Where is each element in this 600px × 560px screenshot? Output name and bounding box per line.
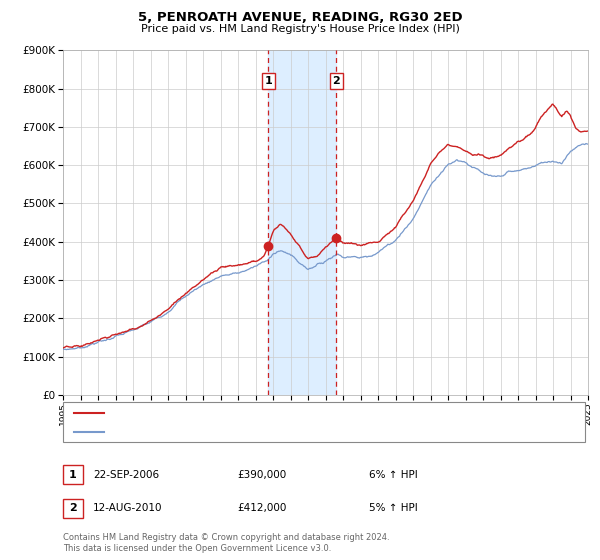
Text: 6% ↑ HPI: 6% ↑ HPI bbox=[369, 470, 418, 480]
Text: £412,000: £412,000 bbox=[237, 503, 286, 514]
Text: 5, PENROATH AVENUE, READING, RG30 2ED: 5, PENROATH AVENUE, READING, RG30 2ED bbox=[137, 11, 463, 24]
Text: 1: 1 bbox=[69, 470, 77, 480]
Text: Price paid vs. HM Land Registry's House Price Index (HPI): Price paid vs. HM Land Registry's House … bbox=[140, 24, 460, 34]
Text: 5% ↑ HPI: 5% ↑ HPI bbox=[369, 503, 418, 514]
Text: 5, PENROATH AVENUE, READING, RG30 2ED (detached house): 5, PENROATH AVENUE, READING, RG30 2ED (d… bbox=[110, 408, 420, 418]
Text: 2: 2 bbox=[69, 503, 77, 514]
Text: HPI: Average price, detached house, Reading: HPI: Average price, detached house, Read… bbox=[110, 427, 335, 436]
Text: 1: 1 bbox=[265, 76, 272, 86]
Text: This data is licensed under the Open Government Licence v3.0.: This data is licensed under the Open Gov… bbox=[63, 544, 331, 553]
Text: 12-AUG-2010: 12-AUG-2010 bbox=[93, 503, 163, 514]
Text: 22-SEP-2006: 22-SEP-2006 bbox=[93, 470, 159, 480]
Text: £390,000: £390,000 bbox=[237, 470, 286, 480]
Text: Contains HM Land Registry data © Crown copyright and database right 2024.: Contains HM Land Registry data © Crown c… bbox=[63, 533, 389, 542]
Bar bbox=[268, 50, 337, 395]
Text: 2: 2 bbox=[332, 76, 340, 86]
